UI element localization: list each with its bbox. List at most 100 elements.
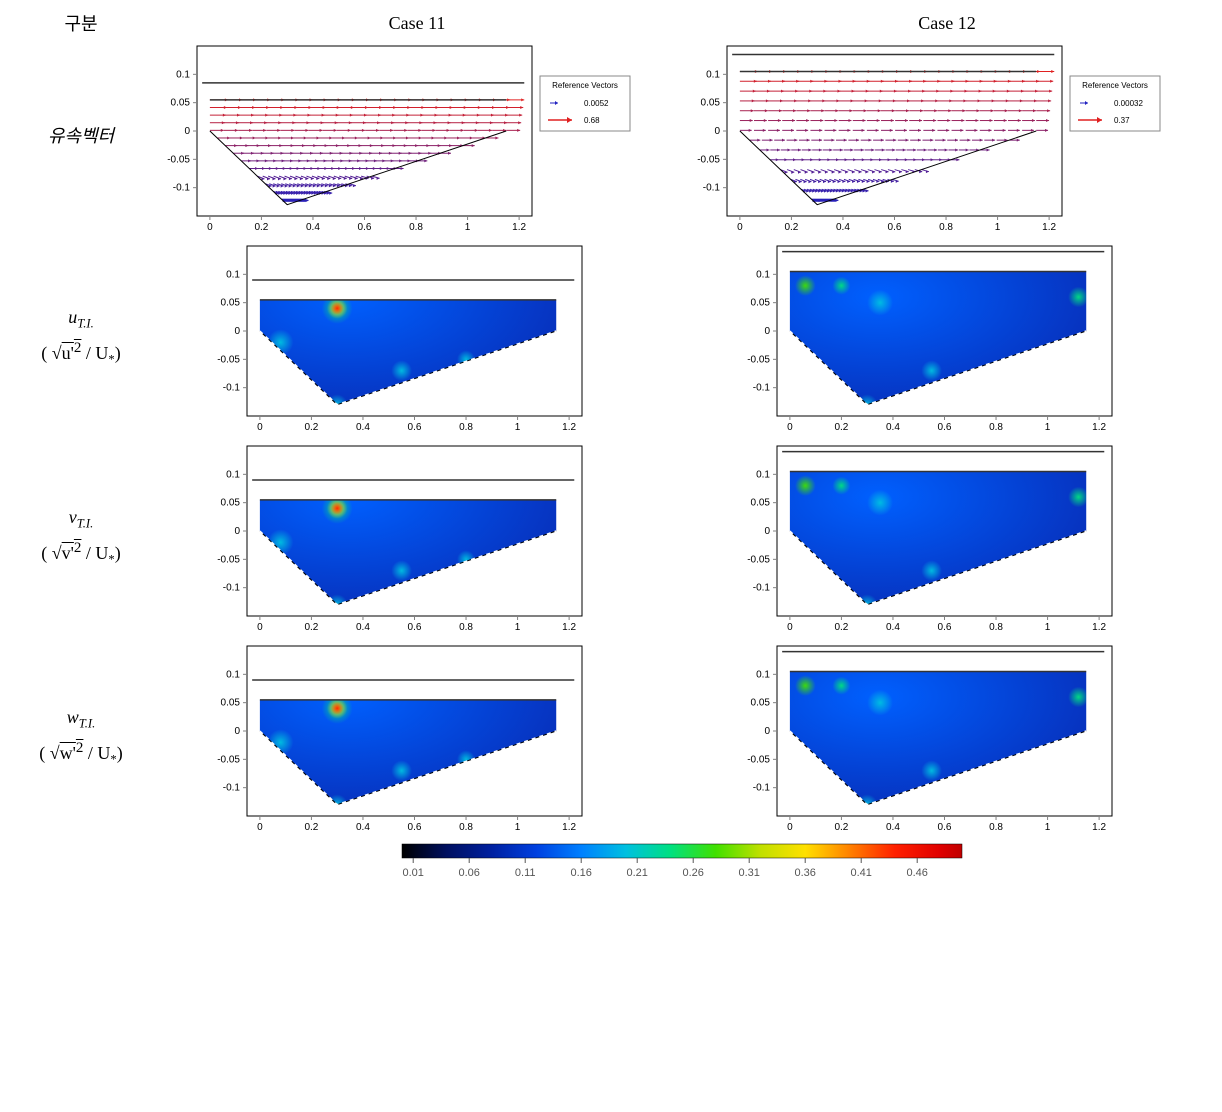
svg-text:0.06: 0.06 [458,867,479,879]
svg-text:-0.1: -0.1 [223,783,241,794]
svg-text:0: 0 [764,526,770,537]
svg-text:1: 1 [1045,422,1051,433]
svg-text:0.4: 0.4 [886,422,900,433]
svg-text:0.2: 0.2 [254,222,268,233]
figure-table: 구분 Case 11 Case 12 유속벡터 00.20.40.60.811.… [10,10,1212,896]
svg-text:0.11: 0.11 [515,867,536,879]
svg-text:0: 0 [764,726,770,737]
svg-text:1.2: 1.2 [1092,822,1106,833]
svg-text:0.1: 0.1 [756,669,770,680]
svg-text:0.4: 0.4 [356,822,370,833]
svg-text:0.21: 0.21 [626,867,647,879]
svg-text:0.00032: 0.00032 [1114,99,1143,108]
svg-text:-0.1: -0.1 [753,383,771,394]
svg-text:Reference Vectors: Reference Vectors [552,81,618,90]
svg-text:0: 0 [787,422,793,433]
contour-w-c11: 00.20.40.60.811.2-0.1-0.0500.050.1 [152,636,682,836]
svg-text:0.05: 0.05 [221,298,241,309]
svg-text:0.2: 0.2 [784,222,798,233]
row-label-v: vT.I. ( √v'2 / U*) [10,436,152,636]
svg-text:0: 0 [257,822,263,833]
svg-text:0: 0 [787,822,793,833]
svg-text:1.2: 1.2 [1042,222,1056,233]
svg-text:1: 1 [1045,822,1051,833]
svg-text:1.2: 1.2 [1092,622,1106,633]
svg-text:0.1: 0.1 [756,469,770,480]
colorbar-spacer [10,836,152,896]
svg-text:0.05: 0.05 [701,98,721,109]
svg-text:-0.05: -0.05 [747,554,770,565]
svg-text:1: 1 [1045,622,1051,633]
svg-text:0.8: 0.8 [409,222,423,233]
svg-text:-0.1: -0.1 [753,583,771,594]
svg-text:0.16: 0.16 [570,867,591,879]
contour-v-c12: 00.20.40.60.811.2-0.1-0.0500.050.1 [682,436,1212,636]
svg-text:0.8: 0.8 [989,422,1003,433]
svg-text:0: 0 [257,422,263,433]
svg-text:0.4: 0.4 [886,822,900,833]
svg-text:0.37: 0.37 [1114,116,1130,125]
svg-text:0.41: 0.41 [850,867,871,879]
svg-text:-0.05: -0.05 [747,354,770,365]
svg-text:0.26: 0.26 [682,867,703,879]
svg-text:0.4: 0.4 [886,622,900,633]
svg-text:-0.05: -0.05 [217,754,240,765]
svg-text:0.46: 0.46 [906,867,927,879]
svg-text:0.6: 0.6 [358,222,372,233]
svg-text:0.8: 0.8 [989,822,1003,833]
svg-text:0.31: 0.31 [738,867,759,879]
svg-text:1.2: 1.2 [512,222,526,233]
svg-text:-0.05: -0.05 [217,354,240,365]
svg-text:0.68: 0.68 [584,116,600,125]
svg-text:1: 1 [515,422,521,433]
svg-text:0.6: 0.6 [408,422,422,433]
svg-text:1: 1 [465,222,471,233]
svg-text:0: 0 [787,622,793,633]
svg-text:0: 0 [764,326,770,337]
svg-text:-0.1: -0.1 [753,783,771,794]
svg-text:0.05: 0.05 [751,698,771,709]
svg-text:Reference Vectors: Reference Vectors [1082,81,1148,90]
svg-text:0.36: 0.36 [794,867,815,879]
svg-text:0.8: 0.8 [459,822,473,833]
svg-text:0.6: 0.6 [938,422,952,433]
svg-text:-0.05: -0.05 [747,754,770,765]
svg-text:0.2: 0.2 [834,422,848,433]
svg-text:0.4: 0.4 [836,222,850,233]
svg-text:1: 1 [515,822,521,833]
svg-text:-0.05: -0.05 [167,154,190,165]
row-label-velocity: 유속벡터 [10,36,152,236]
svg-text:0.8: 0.8 [989,622,1003,633]
svg-text:0.2: 0.2 [834,622,848,633]
svg-text:0.05: 0.05 [751,498,771,509]
svg-text:0.6: 0.6 [938,822,952,833]
svg-text:-0.1: -0.1 [703,183,721,194]
svg-text:0.1: 0.1 [226,669,240,680]
svg-text:0.6: 0.6 [408,822,422,833]
svg-text:0.1: 0.1 [756,269,770,280]
svg-text:0: 0 [714,126,720,137]
svg-text:0.1: 0.1 [176,69,190,80]
vector-plot-c11: 00.20.40.60.811.2-0.1-0.0500.050.1Refere… [152,36,682,236]
svg-text:-0.1: -0.1 [173,183,191,194]
row-label-u: uT.I. ( √u'2 / U*) [10,236,152,436]
svg-text:0: 0 [234,526,240,537]
svg-text:1.2: 1.2 [1092,422,1106,433]
svg-text:0: 0 [234,726,240,737]
svg-text:0.8: 0.8 [459,422,473,433]
svg-text:0.05: 0.05 [171,98,191,109]
svg-text:0.6: 0.6 [408,622,422,633]
svg-text:0.2: 0.2 [304,422,318,433]
svg-text:0: 0 [737,222,743,233]
svg-text:0: 0 [257,622,263,633]
colorbar-cell: 0.010.060.110.160.210.260.310.360.410.46 [152,836,1212,896]
svg-text:0.1: 0.1 [226,269,240,280]
row-label-w: wT.I. ( √w'2 / U*) [10,636,152,836]
svg-text:1.2: 1.2 [562,822,576,833]
svg-text:-0.05: -0.05 [217,554,240,565]
svg-text:0.0052: 0.0052 [584,99,609,108]
svg-text:0.6: 0.6 [888,222,902,233]
svg-text:0.1: 0.1 [706,69,720,80]
svg-text:0: 0 [234,326,240,337]
svg-text:0.2: 0.2 [304,822,318,833]
